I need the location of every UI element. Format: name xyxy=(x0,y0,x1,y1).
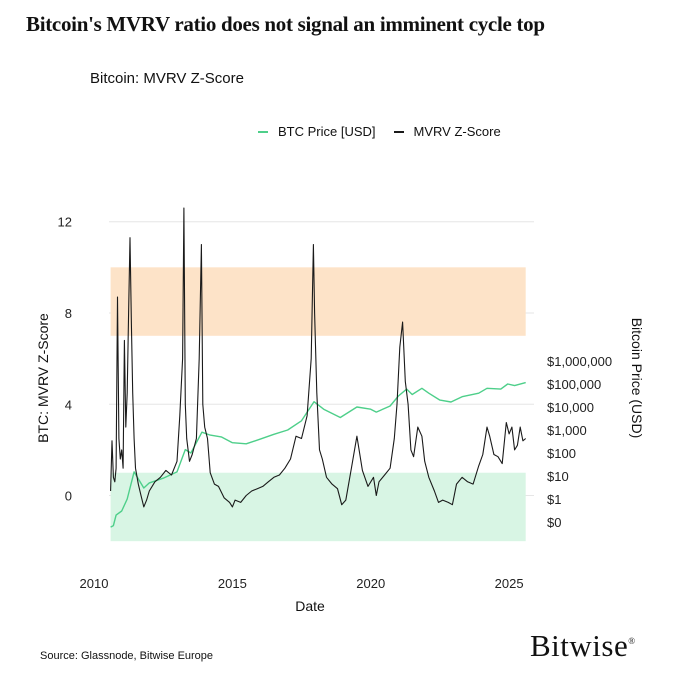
y-tick-label: 8 xyxy=(65,306,72,321)
x-axis-title: Date xyxy=(295,598,325,614)
headline: Bitcoin's MVRV ratio does not signal an … xyxy=(26,12,545,36)
legend-item-btc-price[interactable]: BTC Price [USD] xyxy=(258,124,376,139)
series-mvrv-line xyxy=(110,207,527,508)
x-tick-label: 2020 xyxy=(356,576,385,591)
y-axis-title: BTC: MVRV Z-Score xyxy=(35,313,51,443)
y-tick-label: 12 xyxy=(58,215,72,230)
y2-tick-label: $1,000,000 xyxy=(547,354,612,369)
x-tick-label: 2010 xyxy=(80,576,109,591)
y-tick-label: 4 xyxy=(65,397,72,412)
zone-overvalued xyxy=(110,267,526,336)
legend-label-mvrv: MVRV Z-Score xyxy=(413,124,501,139)
x-tick-label: 2025 xyxy=(495,576,524,591)
x-tick-label: 2015 xyxy=(218,576,247,591)
brand-name: Bitwise xyxy=(530,628,629,663)
y2-tick-label: $0 xyxy=(547,515,561,530)
legend-item-mvrv[interactable]: MVRV Z-Score xyxy=(393,124,501,139)
y2-tick-label: $10,000 xyxy=(547,400,594,415)
legend: BTC Price [USD] MVRV Z-Score xyxy=(258,124,501,139)
y2-tick-label: $100,000 xyxy=(547,377,601,392)
y2-tick-label: $100 xyxy=(547,446,576,461)
brand-registered-mark: ® xyxy=(628,636,636,646)
legend-swatch-green xyxy=(258,130,268,133)
legend-label-btc-price: BTC Price [USD] xyxy=(278,124,376,139)
bitwise-logo: Bitwise® xyxy=(530,628,636,664)
zone-undervalued xyxy=(110,472,526,542)
y2-tick-label: $1,000 xyxy=(547,423,587,438)
source-note: Source: Glassnode, Bitwise Europe xyxy=(40,650,214,662)
legend-swatch-black xyxy=(393,130,404,133)
y2-axis-title: Bitcoin Price (USD) xyxy=(629,318,645,439)
chart-title: Bitcoin: MVRV Z-Score xyxy=(90,70,244,87)
y-tick-label: 0 xyxy=(65,489,72,504)
y2-tick-label: $10 xyxy=(547,469,569,484)
y2-tick-label: $1 xyxy=(547,492,561,507)
